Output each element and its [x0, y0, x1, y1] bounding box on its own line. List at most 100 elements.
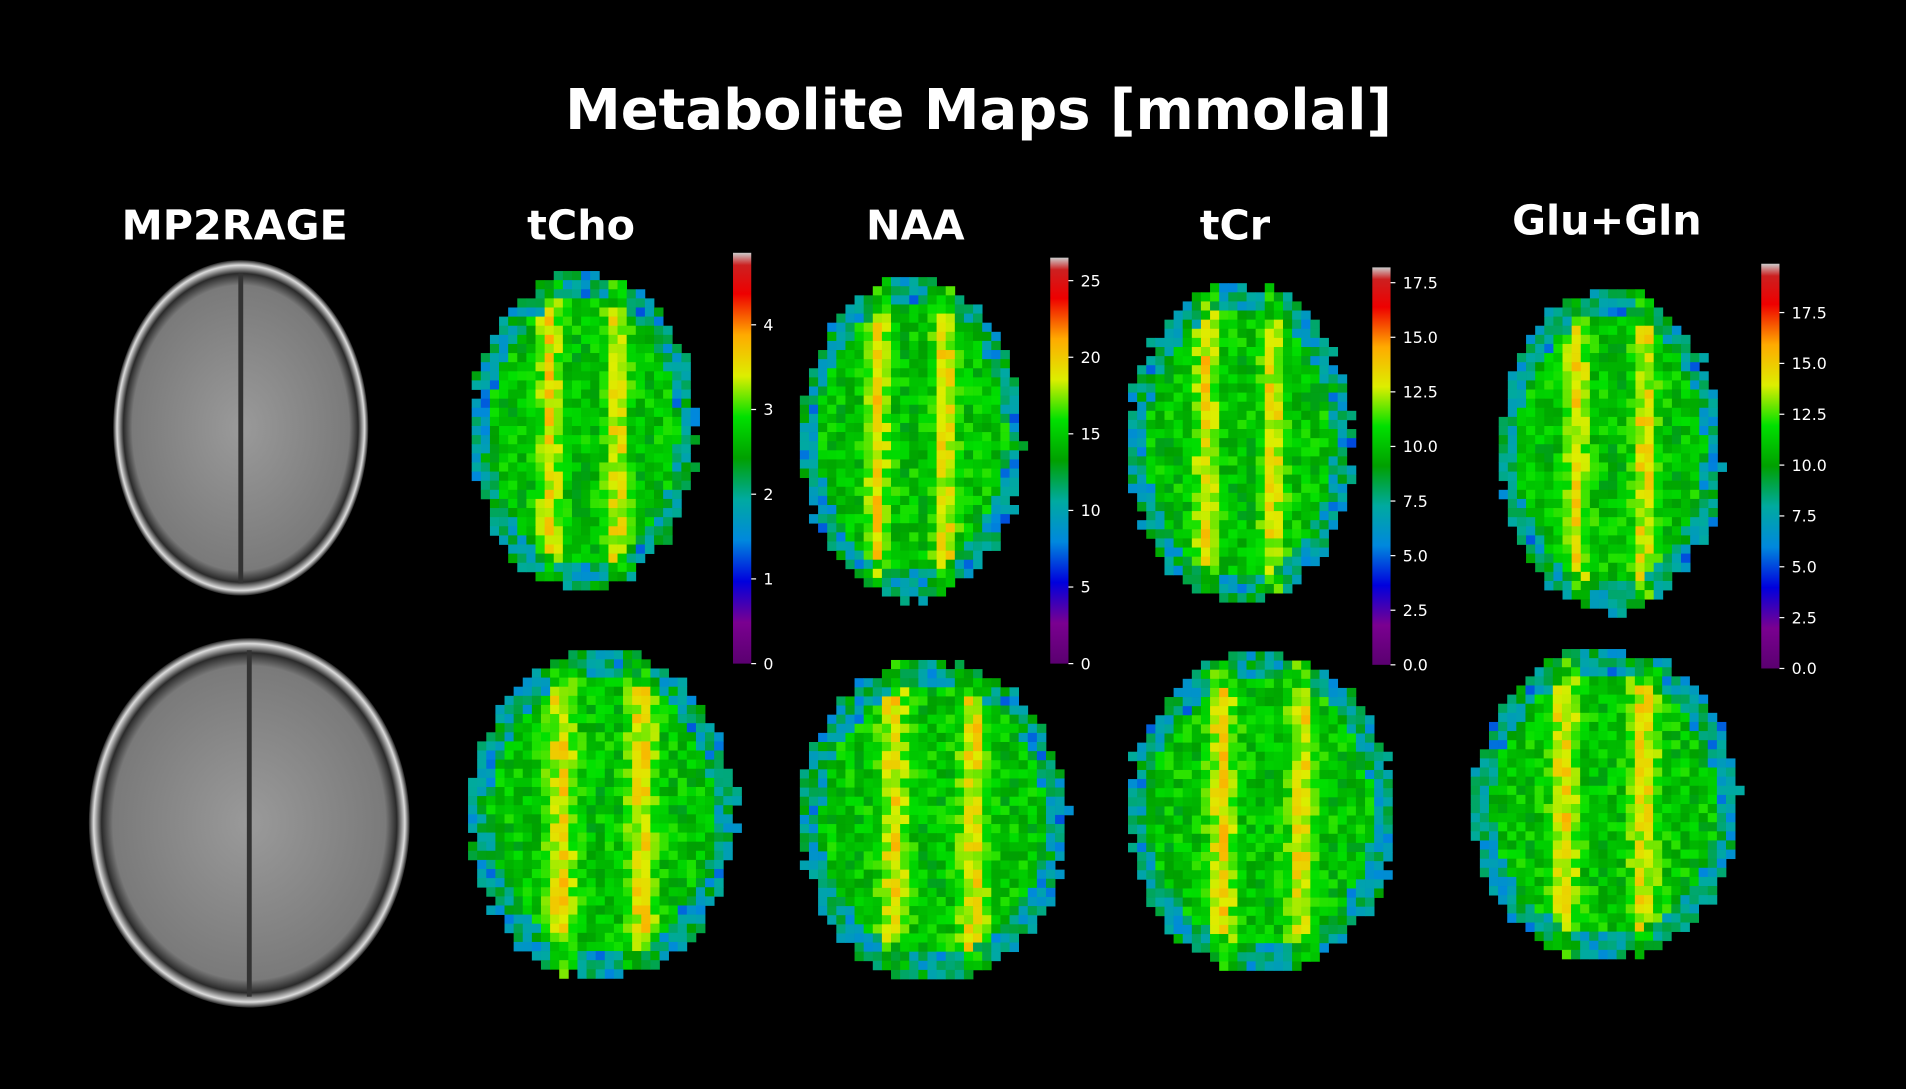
voxel: [604, 805, 615, 815]
voxel: [659, 714, 669, 724]
voxel: [604, 714, 615, 724]
voxel: [827, 851, 837, 861]
voxel: [863, 732, 874, 743]
voxel: [881, 760, 892, 770]
voxel: [845, 386, 855, 396]
voxel: [1264, 556, 1275, 567]
voxel: [654, 480, 664, 491]
voxel: [1301, 401, 1311, 412]
voxel: [1328, 897, 1339, 908]
voxel: [626, 480, 637, 491]
voxel: [1200, 724, 1211, 734]
voxel: [863, 340, 874, 351]
voxel: [991, 769, 1001, 779]
voxel: [900, 523, 910, 533]
voxel: [1210, 669, 1220, 680]
voxel: [1200, 401, 1211, 412]
voxel: [1264, 538, 1275, 548]
voxel: [632, 786, 642, 797]
voxel: [881, 559, 892, 570]
voxel: [1219, 492, 1229, 503]
voxel: [508, 453, 518, 463]
voxel: [608, 480, 618, 491]
voxel: [927, 887, 937, 898]
voxel: [1337, 769, 1348, 780]
voxel: [635, 517, 646, 527]
voxel: [991, 778, 1001, 788]
voxel: [562, 462, 573, 472]
voxel: [1182, 924, 1193, 935]
voxel: [504, 823, 514, 833]
voxel: [854, 833, 865, 843]
voxel: [1355, 897, 1366, 908]
voxel: [1535, 444, 1545, 454]
voxel: [677, 768, 688, 779]
voxel: [1301, 842, 1311, 853]
voxel: [1155, 769, 1165, 780]
voxel: [891, 295, 901, 305]
voxel: [581, 453, 591, 463]
voxel: [559, 914, 569, 925]
voxel: [963, 960, 974, 971]
voxel: [714, 887, 724, 897]
voxel: [650, 723, 660, 733]
voxel: [489, 444, 500, 454]
voxel: [808, 377, 819, 387]
voxel: [1210, 751, 1220, 762]
voxel: [1671, 371, 1682, 381]
voxel: [1516, 489, 1527, 500]
voxel: [1653, 371, 1664, 381]
voxel: [1319, 769, 1329, 780]
voxel: [477, 805, 487, 815]
voxel: [872, 896, 883, 907]
voxel: [553, 343, 564, 354]
voxel: [1000, 413, 1010, 424]
voxel: [1374, 742, 1384, 753]
voxel: [617, 535, 628, 545]
voxel: [695, 923, 706, 934]
voxel: [559, 969, 569, 979]
voxel: [471, 425, 482, 436]
voxel: [590, 298, 600, 308]
voxel: [845, 477, 855, 488]
voxel: [827, 814, 837, 825]
voxel: [522, 777, 533, 788]
voxel: [1219, 888, 1229, 898]
voxel: [909, 933, 919, 943]
voxel: [1219, 465, 1229, 475]
voxel: [1526, 371, 1536, 381]
voxel: [918, 277, 928, 287]
voxel: [963, 751, 974, 761]
voxel: [1237, 565, 1247, 576]
voxel: [1173, 724, 1184, 734]
voxel: [872, 368, 883, 378]
voxel: [581, 407, 591, 418]
voxel: [504, 814, 514, 824]
voxel: [900, 550, 910, 561]
voxel: [1255, 465, 1266, 475]
voxel: [1000, 714, 1010, 725]
voxel: [595, 914, 606, 925]
voxel: [1146, 429, 1156, 439]
voxel: [1200, 410, 1211, 421]
voxel: [480, 380, 491, 390]
voxel: [863, 504, 874, 515]
voxel: [1255, 769, 1266, 780]
voxel: [1319, 474, 1329, 485]
voxel: [927, 787, 937, 798]
voxel: [623, 823, 633, 833]
voxel: [1535, 462, 1545, 472]
voxel: [818, 751, 828, 761]
voxel: [1018, 778, 1029, 788]
voxel: [1246, 511, 1256, 521]
voxel: [626, 362, 637, 372]
voxel: [918, 368, 928, 378]
voxel: [644, 307, 655, 317]
voxel: [499, 343, 509, 354]
voxel: [872, 404, 883, 415]
voxel: [1219, 374, 1229, 384]
voxel: [1690, 489, 1700, 500]
voxel: [982, 933, 992, 943]
voxel: [918, 514, 928, 524]
voxel: [863, 814, 874, 825]
